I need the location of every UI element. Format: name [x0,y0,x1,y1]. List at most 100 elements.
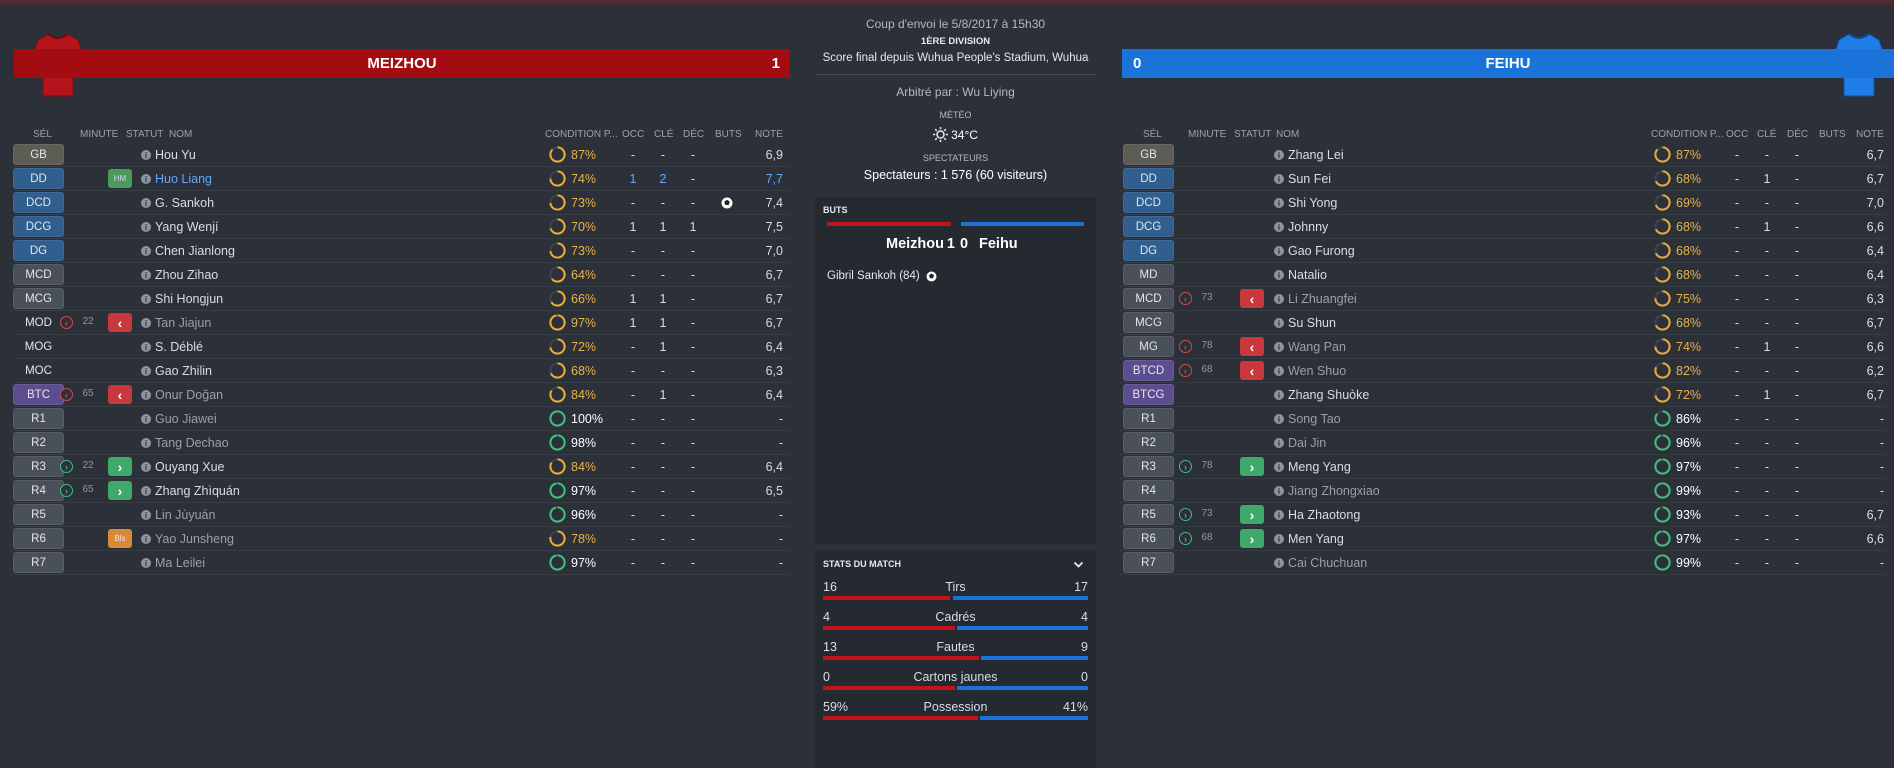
position-badge[interactable]: MCD [13,264,64,285]
player-name[interactable]: Yang Wenjí [155,220,219,234]
player-name[interactable]: Gao Zhilin [155,364,212,378]
player-row[interactable]: R3 › 22 › i Ouyang Xue 84% - - -6,4 [5,455,799,479]
position-badge[interactable]: BTCD [1123,360,1174,381]
player-name[interactable]: Shi Yong [1288,196,1338,210]
player-name[interactable]: Song Tao [1288,412,1341,426]
info-icon[interactable]: i [141,174,151,184]
player-row[interactable]: DD i Sun Fei 68% - 1 - 6,7 [1111,167,1894,191]
position-badge[interactable]: DCG [1123,216,1174,237]
player-name[interactable]: Tang Dechao [155,436,229,450]
player-row[interactable]: MCD ‹ 73 ‹ i Li Zhuangfei 75% - - - 6,3 [1111,287,1894,311]
info-icon[interactable]: i [141,246,151,256]
info-icon[interactable]: i [1274,318,1284,328]
player-row[interactable]: MCD i Zhou Zihao 64% - - - 6,7 [5,263,799,287]
player-name[interactable]: Wen Shuo [1288,364,1347,378]
position-badge[interactable]: DG [13,240,64,261]
info-icon[interactable]: i [141,510,151,520]
info-icon[interactable]: i [1274,342,1284,352]
info-icon[interactable]: i [1274,366,1284,376]
position-badge[interactable]: MCG [13,288,64,309]
player-name[interactable]: Onur Doğan [155,388,224,402]
position-badge[interactable]: DD [1123,168,1174,189]
position-badge[interactable]: MOD [25,316,52,329]
info-icon[interactable]: i [1274,390,1284,400]
player-name[interactable]: Zhang Shuòke [1288,388,1370,402]
subbed-on-badge[interactable]: › [108,457,132,476]
player-name[interactable]: Lin Jùyuán [155,508,216,522]
subbed-on-badge[interactable]: › [108,481,132,500]
info-icon[interactable]: i [1274,222,1284,232]
position-badge[interactable]: R4 [13,480,64,501]
position-badge[interactable]: MD [1123,264,1174,285]
subbed-on-badge[interactable]: › [1240,529,1264,548]
subbed-off-badge[interactable]: ‹ [1240,337,1264,356]
player-row[interactable]: R3 › 78 › i Meng Yang 97% - - - - [1111,455,1894,479]
player-row[interactable]: DCD i G. Sankoh 73% - - - 7,4 [5,191,799,215]
header-sel[interactable]: SÉL [1143,129,1162,140]
info-icon[interactable]: i [141,414,151,424]
player-row[interactable]: GB i Zhang Lei 87% - - - 6,7 [1111,143,1894,167]
header-cle[interactable]: CLÉ [1757,129,1777,140]
position-badge[interactable]: MG [1123,336,1174,357]
player-name[interactable]: Men Yang [1288,532,1344,546]
player-row[interactable]: MD i Natalio 68% - - - 6,4 [1111,263,1894,287]
info-icon[interactable]: i [141,534,151,544]
player-name[interactable]: Sun Fei [1288,172,1332,186]
player-row[interactable]: BTCG i Zhang Shuòke 72% - 1 - 6,7 [1111,383,1894,407]
subbed-off-badge[interactable]: ‹ [1240,361,1264,380]
position-badge[interactable]: BTCG [1123,384,1174,405]
position-badge[interactable]: MCD [1123,288,1174,309]
header-cle[interactable]: CLÉ [654,129,674,140]
player-name[interactable]: Huo Liang [155,172,212,186]
player-row[interactable]: MCG i Shi Hongjun 66% 1 1 - 6,7 [5,287,799,311]
player-name[interactable]: Li Zhuangfei [1288,292,1357,306]
info-icon[interactable]: i [141,318,151,328]
header-nom[interactable]: NOM [1276,129,1300,140]
position-badge[interactable]: BTC [13,384,64,405]
header-statut[interactable]: STATUT [126,129,164,140]
header-condition[interactable]: CONDITION P... [1651,129,1724,140]
player-row[interactable]: MG ‹ 78 ‹ i Wang Pan 74% - 1 - 6,6 [1111,335,1894,359]
info-icon[interactable]: i [1274,462,1284,472]
position-badge[interactable]: R1 [13,408,64,429]
info-icon[interactable]: i [141,222,151,232]
player-row[interactable]: R1 i Song Tao 86% - - - - [1111,407,1894,431]
status-badge[interactable]: Bls [108,529,132,548]
player-name[interactable]: Chen Jianlong [155,244,235,258]
player-row[interactable]: R6 Bls i Yao Junsheng 78% - - - - [5,527,799,551]
position-badge[interactable]: R5 [1123,504,1174,525]
player-name[interactable]: Zhou Zihao [155,268,219,282]
header-buts[interactable]: BUTS [1819,129,1846,140]
subbed-off-badge[interactable]: ‹ [1240,289,1264,308]
player-row[interactable]: DG i Chen Jianlong 73% - - - 7,0 [5,239,799,263]
player-row[interactable]: MOC i Gao Zhilin 68% - - - 6,3 [5,359,799,383]
header-occ[interactable]: OCC [1726,129,1749,140]
header-nom[interactable]: NOM [169,129,193,140]
player-row[interactable]: R5 › 73 › i Ha Zhaotong 93% - - - 6,7 [1111,503,1894,527]
player-row[interactable]: R7 i Ma Leilei 97% - - - - [5,551,799,575]
player-name[interactable]: Ha Zhaotong [1288,508,1361,522]
header-statut[interactable]: STATUT [1234,129,1272,140]
player-name[interactable]: Zhang Lei [1288,148,1344,162]
player-row[interactable]: DG i Gao Furong 68% - - - 6,4 [1111,239,1894,263]
player-name[interactable]: Zhang Zhìquán [155,484,240,498]
player-row[interactable]: R2 i Tang Dechao 98% - - - - [5,431,799,455]
position-badge[interactable]: R2 [1123,432,1174,453]
header-buts[interactable]: BUTS [715,129,742,140]
position-badge[interactable]: R7 [13,552,64,573]
info-icon[interactable]: i [141,462,151,472]
position-badge[interactable]: DG [1123,240,1174,261]
player-name[interactable]: Su Shun [1288,316,1336,330]
player-row[interactable]: DCG i Yang Wenjí 70% 1 1 1 7,5 [5,215,799,239]
player-row[interactable]: BTC ‹ 65 ‹ i Onur Doğan 84% -1-6,4 [5,383,799,407]
header-note[interactable]: NOTE [1856,129,1884,140]
player-name[interactable]: Gao Furong [1288,244,1355,258]
player-row[interactable]: DCG i Johnny 68% - 1 - 6,6 [1111,215,1894,239]
player-row[interactable]: R4 › 65 › i Zhang Zhìquán 97% - - -6,5 [5,479,799,503]
player-name[interactable]: Hou Yu [155,148,196,162]
player-name[interactable]: Jiang Zhongxiao [1288,484,1380,498]
position-badge[interactable]: R3 [1123,456,1174,477]
info-icon[interactable]: i [141,342,151,352]
header-note[interactable]: NOTE [755,129,783,140]
player-row[interactable]: R2 i Dai Jin 96% - - - - [1111,431,1894,455]
